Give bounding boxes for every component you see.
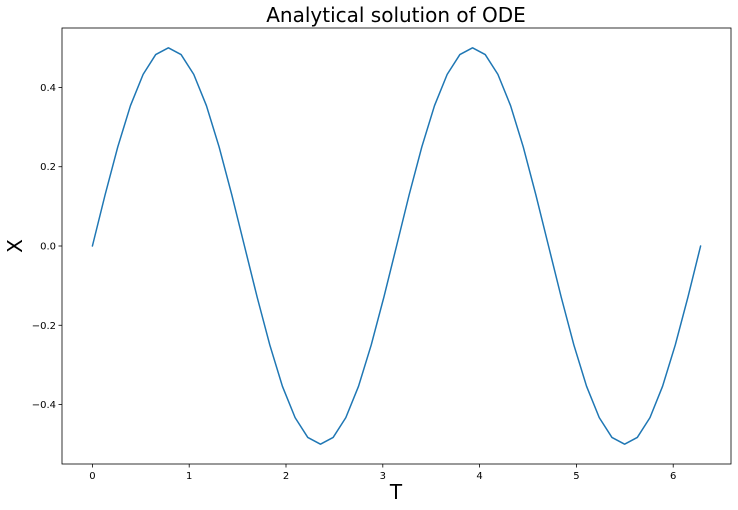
x-tick-label: 3 [380,471,386,482]
y-tick-label: −0.2 [32,321,56,332]
y-tick-label: 0.2 [40,162,56,173]
x-tick-label: 0 [89,471,95,482]
x-tick-label: 6 [670,471,676,482]
y-tick-label: −0.4 [32,400,56,411]
y-tick-label: 0.0 [40,242,56,253]
x-axis-title: T [389,480,403,504]
plot-area: 0 1 2 3 4 5 6 −0.4 −0.2 0.0 0.2 0.4 [32,27,732,482]
y-axis-title: X [3,239,27,253]
x-tick-label: 4 [476,471,482,482]
series-line-1 [91,47,702,445]
x-tick-label: 5 [573,471,579,482]
y-tick-label: 0.4 [40,83,56,94]
x-tick-label: 2 [283,471,289,482]
x-tick-label: 1 [186,471,192,482]
chart-title: Analytical solution of ODE [266,3,526,27]
